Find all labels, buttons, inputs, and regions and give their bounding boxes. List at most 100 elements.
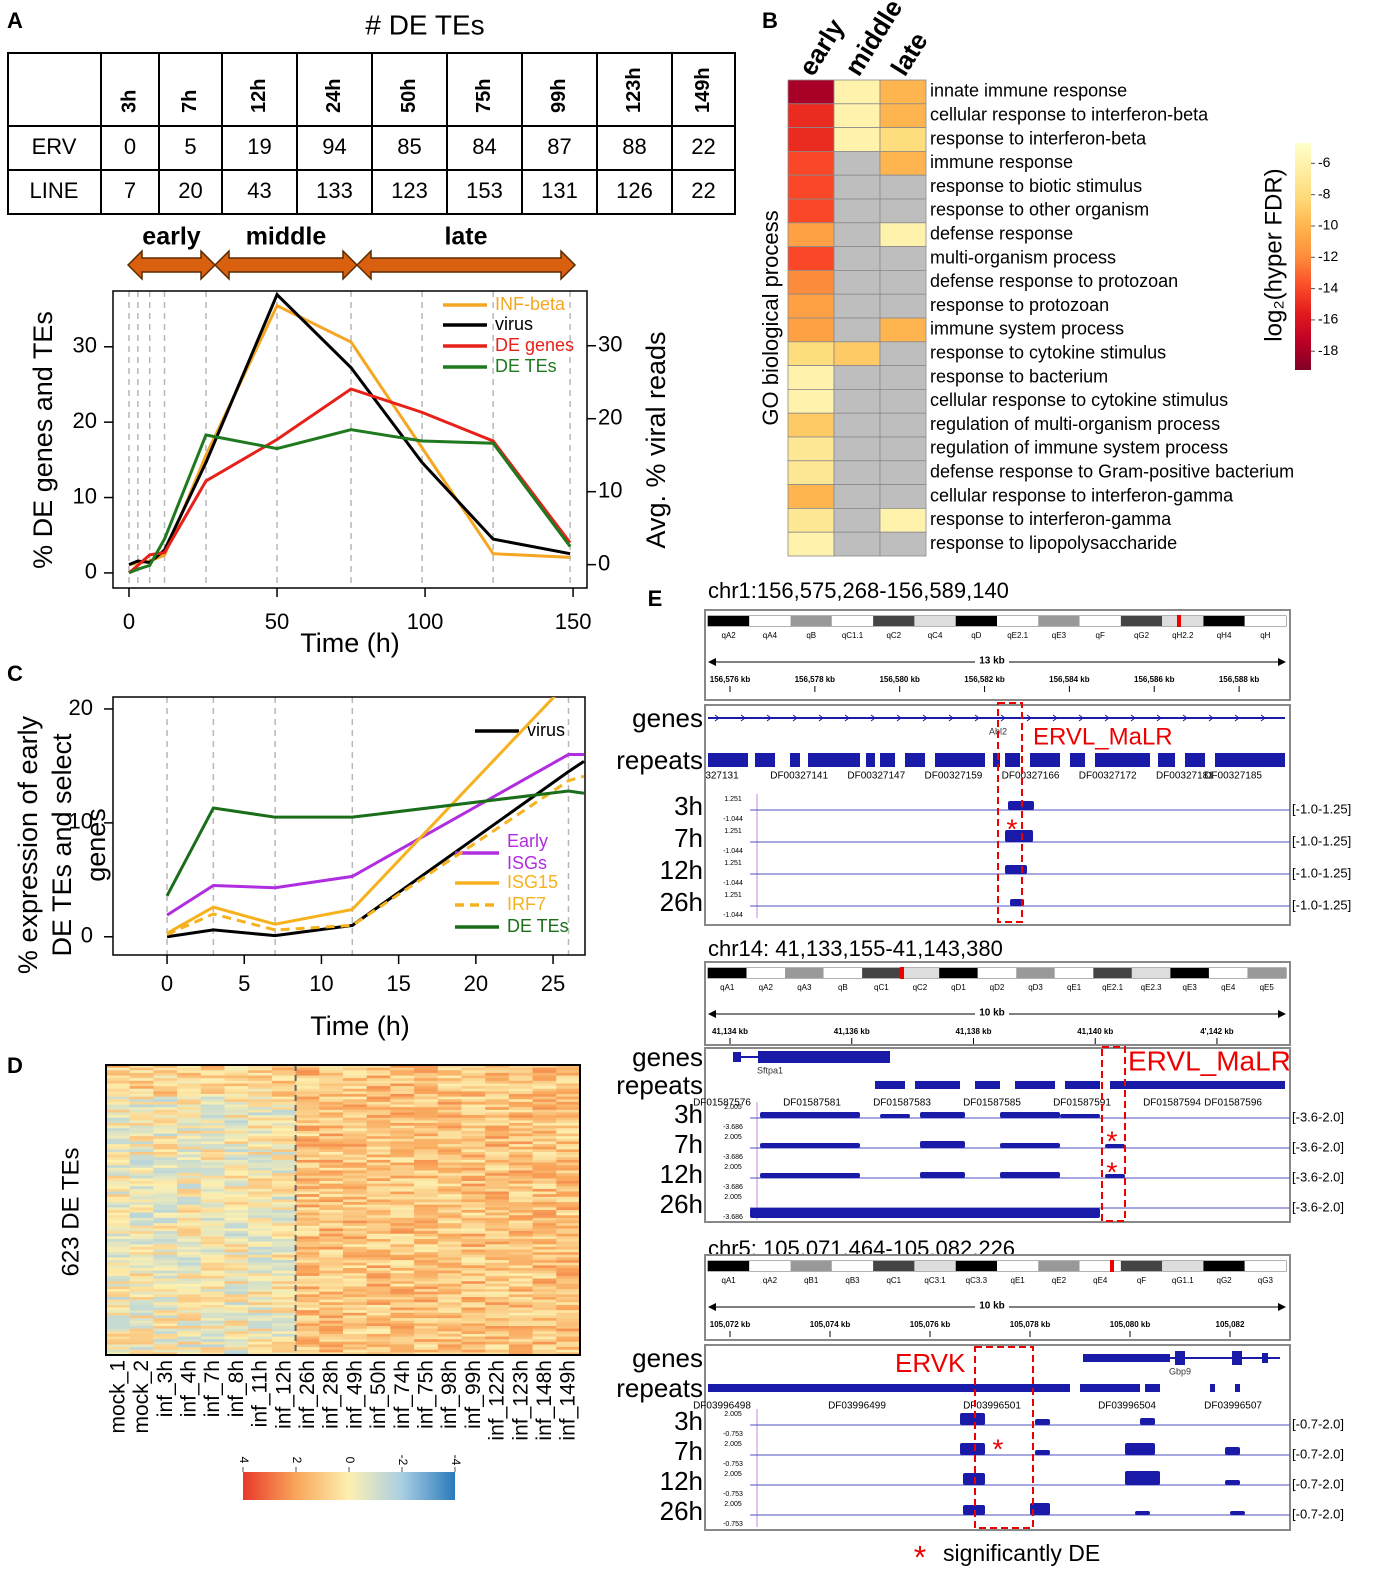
heat-cell (834, 270, 880, 294)
scale-min: -0.753 (723, 1521, 743, 1528)
y-tick-label: 20 (73, 408, 97, 433)
row-label: immune system process (930, 319, 1124, 339)
repeat-block (808, 753, 860, 767)
scale-min: -0.753 (723, 1491, 743, 1498)
repeat-block (1110, 1081, 1285, 1089)
row-label: response to other organism (930, 200, 1149, 220)
band-label: qH4 (1217, 631, 1232, 640)
sample-label: 26h (660, 887, 703, 917)
scale-min: -3.686 (723, 1154, 743, 1161)
band-label: qC3.1 (924, 1276, 946, 1285)
repeat-name: DF01587581 (783, 1098, 841, 1109)
range-label: [-1.0-1.25] (1292, 865, 1351, 880)
ideogram-band (1121, 616, 1162, 626)
band-label: qE4 (1221, 983, 1236, 992)
ideogram-band (1080, 616, 1121, 626)
kb-label: 156,576 kb (710, 675, 751, 684)
table-cell: 131 (541, 178, 578, 203)
band-label: qE3 (1183, 983, 1198, 992)
table-cell: 133 (316, 178, 353, 203)
column-label: inf_50h (367, 1360, 390, 1429)
gene-name: Gbp9 (1169, 1366, 1191, 1376)
colorbar-tick-label: 0 (343, 1457, 357, 1464)
ideogram-marker (900, 967, 904, 979)
row-label: defense response (930, 223, 1073, 243)
signal-peak (1035, 1419, 1050, 1425)
row-label: multi-organism process (930, 247, 1116, 267)
heat-cell (834, 104, 880, 128)
repeat-name: DF03996507 (1204, 1401, 1262, 1412)
heat-cell (788, 342, 834, 366)
row-label: response to cytokine stimulus (930, 342, 1166, 362)
kb-label: 41,140 kb (1077, 1027, 1113, 1036)
x-tick-label: 0 (161, 971, 173, 996)
repeat-block (1095, 753, 1150, 767)
row-label: defense response to Gram-positive bacter… (930, 461, 1294, 481)
table-cell: 153 (466, 178, 503, 203)
scale-min: -3.686 (723, 1184, 743, 1191)
annotation: ERVK (895, 1348, 966, 1378)
heat-cell (880, 270, 926, 294)
row-label: regulation of multi-organism process (930, 414, 1220, 434)
column-label: inf_122h (486, 1360, 509, 1441)
heat-cell (788, 128, 834, 152)
repeat-block (1158, 753, 1175, 767)
significance-star: * (993, 1433, 1004, 1464)
heat-cell (788, 461, 834, 485)
ideogram-band (1080, 1261, 1121, 1271)
band-label: qF (1096, 631, 1105, 640)
heat-cell (880, 247, 926, 271)
heat-cell (834, 366, 880, 390)
band-label: qE5 (1260, 983, 1275, 992)
row-label: repeats (616, 745, 703, 775)
heat-cell (880, 366, 926, 390)
phase-label: late (444, 223, 487, 251)
heat-cell (834, 175, 880, 199)
heat-cell (788, 366, 834, 390)
y-axis-title: genes (81, 808, 111, 882)
signal-peak (1000, 1172, 1060, 1178)
y2-tick-label: 10 (598, 477, 622, 502)
footnote-text: significantly DE (943, 1540, 1100, 1566)
ideogram-band (832, 616, 873, 626)
repeat-block (708, 1384, 1070, 1392)
heat-cell (834, 223, 880, 247)
row-label: immune response (930, 152, 1073, 172)
colorbar-tick-label: -10 (1318, 217, 1338, 233)
signal-peak (1140, 1418, 1155, 1425)
column-label: inf_11h (249, 1360, 272, 1427)
row-label: LINE (30, 178, 79, 203)
scale-max: 2.005 (724, 1194, 742, 1201)
repeat-block (708, 753, 748, 767)
gene-exon (1262, 1353, 1268, 1363)
signal-peak (1060, 1114, 1100, 1118)
signal-peak (920, 1141, 965, 1148)
range-label: [-3.6-2.0] (1292, 1109, 1344, 1124)
ideogram-band (997, 1261, 1038, 1271)
row-label: genes (632, 1042, 703, 1072)
sample-label: 12h (660, 1466, 703, 1496)
heat-cell (880, 175, 926, 199)
column-label: inf_12h (272, 1360, 295, 1429)
column-header: 123h (623, 67, 645, 113)
y-tick-label: 30 (73, 333, 97, 358)
heat-cell (788, 532, 834, 556)
legend-label: virus (527, 720, 565, 740)
ideogram-band (956, 616, 997, 626)
heat-cell (834, 80, 880, 104)
column-label: inf_26h (296, 1360, 319, 1429)
heat-cell (834, 294, 880, 318)
heat-cell (834, 128, 880, 152)
repeat-block (1080, 1384, 1140, 1392)
table-cell: 123 (391, 178, 428, 203)
band-label: qD1 (951, 983, 966, 992)
kb-label: 156,586 kb (1134, 675, 1175, 684)
band-label: qD2 (990, 983, 1005, 992)
ideogram-band (1038, 1261, 1079, 1271)
column-label: inf_123h (509, 1360, 532, 1441)
table-cell: 84 (472, 134, 496, 159)
track-location: chr1:156,575,268-156,589,140 (708, 578, 1009, 603)
y2-axis-title: Avg. % viral reads (641, 331, 671, 548)
band-label: qD3 (1028, 983, 1043, 992)
kb-label: 156,584 kb (1049, 675, 1090, 684)
